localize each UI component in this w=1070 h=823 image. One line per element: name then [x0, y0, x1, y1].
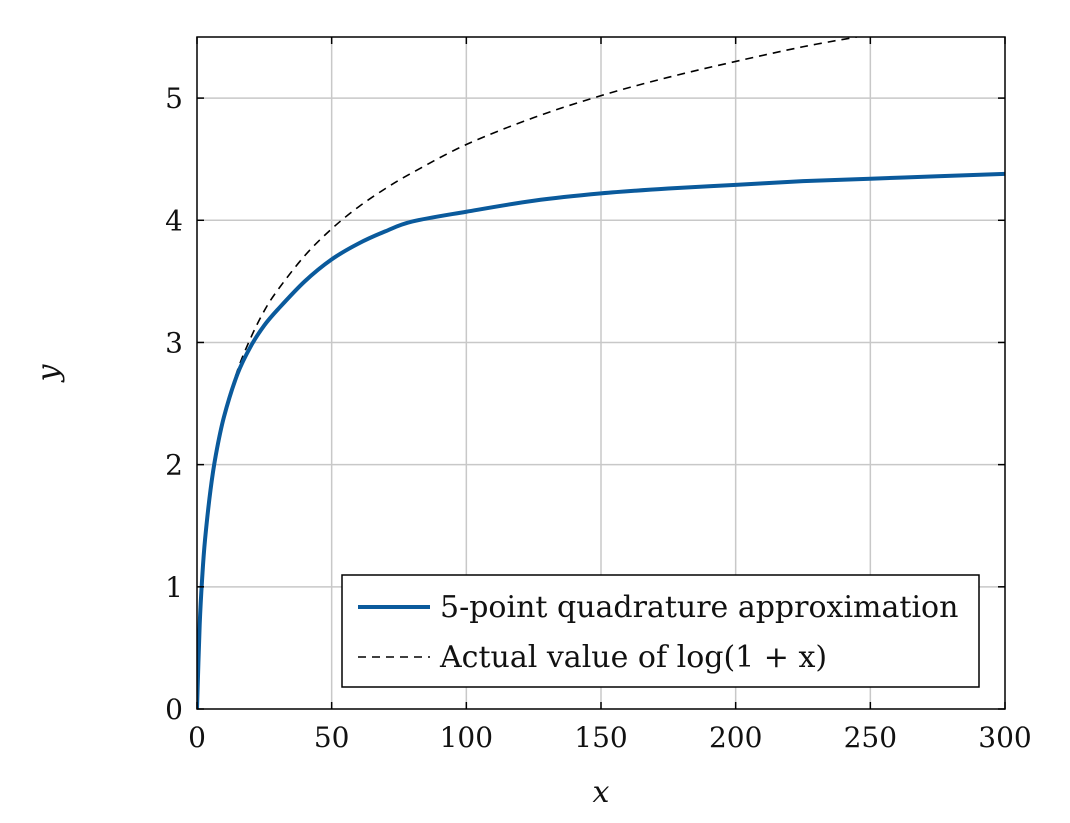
x-tick-label: 200 [709, 721, 762, 754]
x-tick-label: 150 [574, 721, 627, 754]
legend-entry-actual: Actual value of log(1 + x) [439, 640, 827, 675]
y-tick-label: 5 [165, 82, 183, 115]
x-axis-label: x [593, 775, 610, 810]
x-tick-label: 100 [440, 721, 493, 754]
x-tick-label: 50 [314, 721, 350, 754]
tick-group: 0 50 100 150 200 250 300 0 1 2 3 4 5 [165, 37, 1032, 754]
x-tick-label: 0 [188, 721, 206, 754]
x-tick-label: 250 [844, 721, 897, 754]
y-axis-label: y [31, 363, 66, 383]
y-tick-label: 0 [165, 693, 183, 726]
y-tick-label: 4 [165, 204, 183, 237]
y-tick-label: 2 [165, 449, 183, 482]
legend-entry-quadrature: 5-point quadrature approximation [440, 590, 958, 625]
x-tick-label: 300 [978, 721, 1031, 754]
y-tick-label: 1 [165, 571, 183, 604]
legend: 5-point quadrature approximation Actual … [341, 574, 980, 688]
series-group [197, 37, 1005, 709]
legend-box [341, 574, 980, 688]
y-tick-label: 3 [165, 326, 183, 359]
series-line-quadrature [197, 171, 1005, 709]
